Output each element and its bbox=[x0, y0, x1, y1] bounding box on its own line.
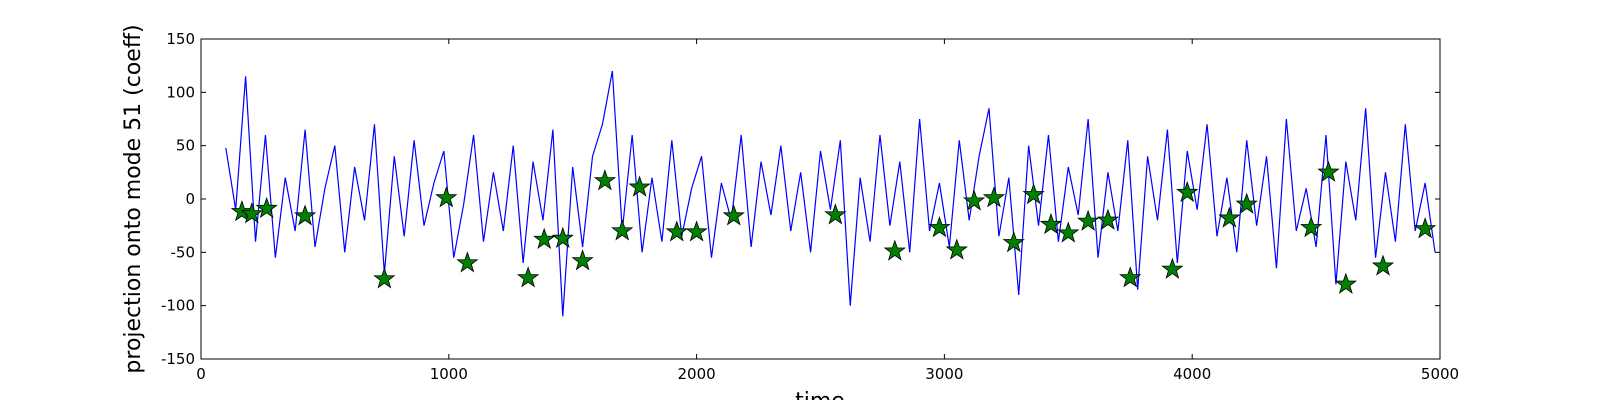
star-marker bbox=[824, 203, 847, 225]
star-marker bbox=[1300, 216, 1323, 238]
y-tick-label: -150 bbox=[161, 350, 195, 368]
star-marker bbox=[962, 189, 986, 211]
star-marker bbox=[571, 249, 594, 271]
star-marker bbox=[1057, 221, 1080, 243]
star-marker bbox=[883, 239, 906, 261]
star-marker bbox=[516, 266, 540, 288]
star-marker bbox=[435, 186, 458, 208]
star-marker bbox=[982, 186, 1006, 208]
star-marker bbox=[665, 220, 688, 242]
star-marker bbox=[240, 202, 263, 224]
y-tick-label: 0 bbox=[185, 190, 195, 208]
star-marker bbox=[722, 204, 745, 226]
y-tick-label: 150 bbox=[166, 30, 195, 48]
star-marker bbox=[533, 227, 556, 250]
y-tick-label: 100 bbox=[166, 83, 195, 101]
star-marker bbox=[611, 219, 634, 241]
star-marker bbox=[1096, 208, 1120, 230]
star-marker bbox=[1076, 209, 1100, 231]
y-axis-label: projection onto mode 51 (coeff) bbox=[121, 24, 146, 373]
star-marker bbox=[1119, 266, 1142, 288]
star-marker bbox=[628, 175, 651, 197]
star-marker bbox=[293, 204, 317, 226]
y-tick-label: -50 bbox=[171, 243, 196, 261]
star-marker bbox=[1371, 254, 1395, 276]
x-tick-label: 4000 bbox=[1173, 365, 1211, 383]
star-marker bbox=[685, 220, 708, 242]
plot-area bbox=[225, 70, 1437, 317]
star-marker bbox=[373, 267, 396, 289]
star-marker bbox=[1218, 206, 1241, 228]
x-tick-label: 3000 bbox=[925, 365, 963, 383]
x-tick-label: 2000 bbox=[678, 365, 716, 383]
star-marker bbox=[1002, 231, 1025, 253]
star-marker bbox=[1413, 217, 1437, 239]
star-marker bbox=[928, 216, 951, 238]
star-marker bbox=[551, 226, 574, 248]
x-axis-label: time bbox=[795, 389, 845, 400]
star-marker bbox=[1161, 257, 1184, 279]
star-marker bbox=[255, 196, 278, 219]
y-tick-label: 50 bbox=[176, 137, 195, 155]
star-marker bbox=[1022, 183, 1045, 205]
data-line bbox=[225, 70, 1436, 317]
plot-frame bbox=[200, 38, 1441, 360]
star-marker bbox=[1334, 272, 1357, 294]
x-tick-label: 1000 bbox=[430, 365, 468, 383]
x-tick-label: 0 bbox=[196, 365, 206, 383]
star-marker bbox=[456, 251, 479, 273]
y-tick-label: -100 bbox=[161, 297, 195, 315]
star-marker bbox=[593, 169, 617, 191]
star-marker bbox=[1235, 192, 1258, 214]
star-marker bbox=[945, 238, 968, 260]
star-marker bbox=[1176, 180, 1199, 203]
x-tick-label: 5000 bbox=[1421, 365, 1459, 383]
star-marker bbox=[1039, 212, 1063, 235]
star-marker bbox=[1317, 160, 1340, 182]
